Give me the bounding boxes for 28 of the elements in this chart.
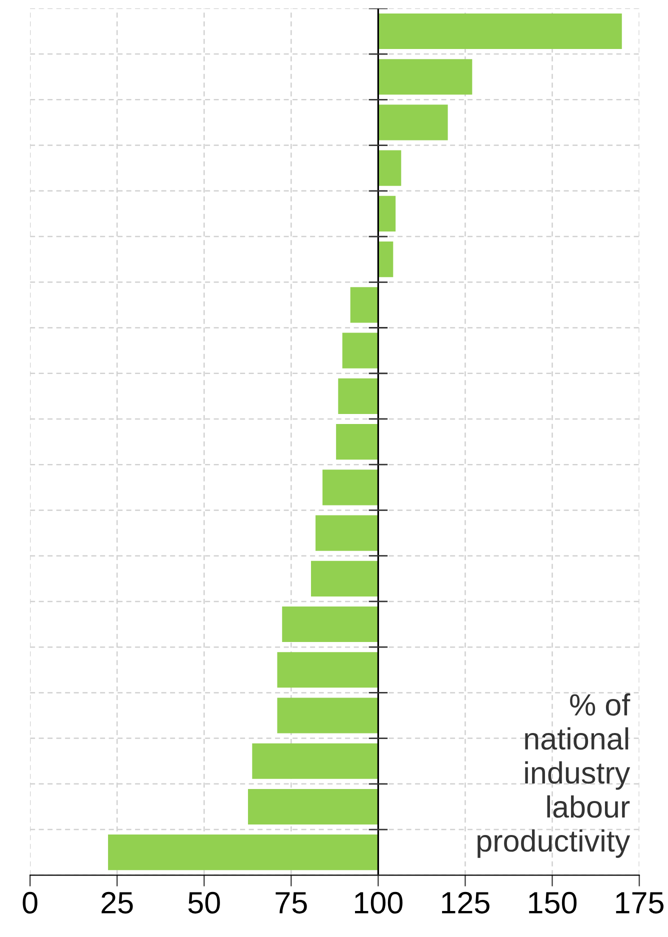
bar bbox=[378, 242, 394, 278]
bar bbox=[342, 332, 378, 368]
bar bbox=[277, 652, 378, 688]
bar bbox=[277, 698, 378, 734]
x-tick-label: 100 bbox=[355, 892, 402, 914]
bar bbox=[378, 59, 472, 95]
bar bbox=[316, 515, 378, 551]
bar bbox=[378, 104, 448, 140]
bar bbox=[282, 606, 378, 642]
x-tick-label: 150 bbox=[529, 892, 577, 914]
x-tick-label: 175 bbox=[616, 892, 664, 914]
bar bbox=[350, 287, 378, 323]
bar bbox=[322, 470, 378, 506]
annotation: % of national industry labour productivity bbox=[478, 693, 630, 858]
bar bbox=[248, 788, 378, 825]
bar bbox=[336, 424, 378, 460]
bar bbox=[310, 560, 378, 596]
x-tick-label: 25 bbox=[102, 892, 133, 914]
x-tick-label: 0 bbox=[22, 892, 38, 914]
bar bbox=[252, 743, 378, 779]
bar bbox=[378, 150, 402, 186]
bar bbox=[338, 378, 378, 414]
bar bbox=[378, 196, 396, 232]
x-tick-label: 75 bbox=[276, 892, 307, 914]
bar bbox=[108, 834, 378, 870]
bar bbox=[378, 13, 622, 50]
x-tick-label: 50 bbox=[188, 892, 220, 914]
x-tick-label: 125 bbox=[442, 892, 490, 914]
